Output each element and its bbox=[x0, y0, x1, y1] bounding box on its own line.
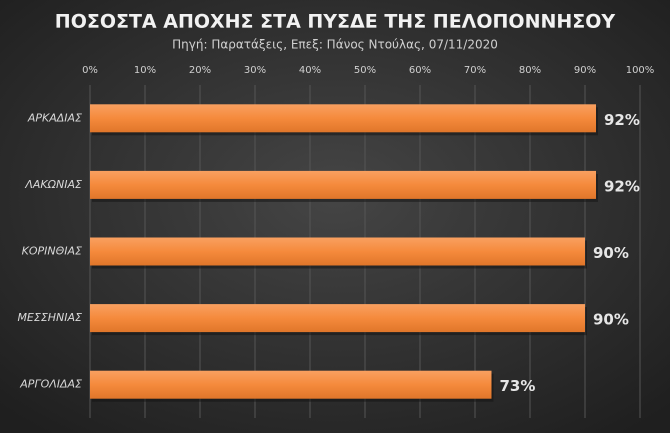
bar bbox=[90, 104, 596, 133]
bar bbox=[90, 237, 585, 266]
y-tick-label: ΑΡΚΑΔΙΑΣ bbox=[27, 111, 82, 124]
y-tick-label: ΜΕΣΣΗΝΙΑΣ bbox=[17, 311, 82, 324]
data-label: 92% bbox=[604, 111, 640, 129]
chart-title: ΠΟΣΟΣΤΑ ΑΠΟΧΗΣ ΣΤΑ ΠΥΣΔΕ ΤΗΣ ΠΕΛΟΠΟΝΝΗΣΟ… bbox=[55, 11, 616, 33]
bar bbox=[90, 170, 596, 199]
y-tick-label: ΛΑΚΩΝΙΑΣ bbox=[24, 178, 82, 191]
bar bbox=[90, 304, 585, 333]
x-tick-label: 100% bbox=[626, 65, 655, 76]
bar bbox=[90, 370, 492, 399]
x-tick-label: 10% bbox=[134, 65, 156, 76]
x-tick-label: 30% bbox=[244, 65, 266, 76]
x-tick-label: 50% bbox=[354, 65, 376, 76]
x-tick-label: 40% bbox=[299, 65, 321, 76]
x-tick-label: 90% bbox=[574, 65, 596, 76]
y-tick-label: ΚΟΡΙΝΘΙΑΣ bbox=[22, 245, 82, 258]
chart-subtitle: Πηγή: Παρατάξεις, Επεξ: Πάνος Ντούλας, 0… bbox=[172, 38, 498, 52]
x-tick-label: 20% bbox=[189, 65, 211, 76]
data-label: 90% bbox=[593, 311, 629, 329]
y-tick-label: ΑΡΓΟΛΙΔΑΣ bbox=[19, 378, 82, 391]
x-tick-label: 80% bbox=[519, 65, 541, 76]
data-label: 92% bbox=[604, 177, 640, 195]
data-label: 90% bbox=[593, 244, 629, 262]
x-tick-label: 60% bbox=[409, 65, 431, 76]
x-tick-label: 0% bbox=[82, 65, 98, 76]
data-label: 73% bbox=[500, 377, 536, 395]
x-tick-label: 70% bbox=[464, 65, 486, 76]
